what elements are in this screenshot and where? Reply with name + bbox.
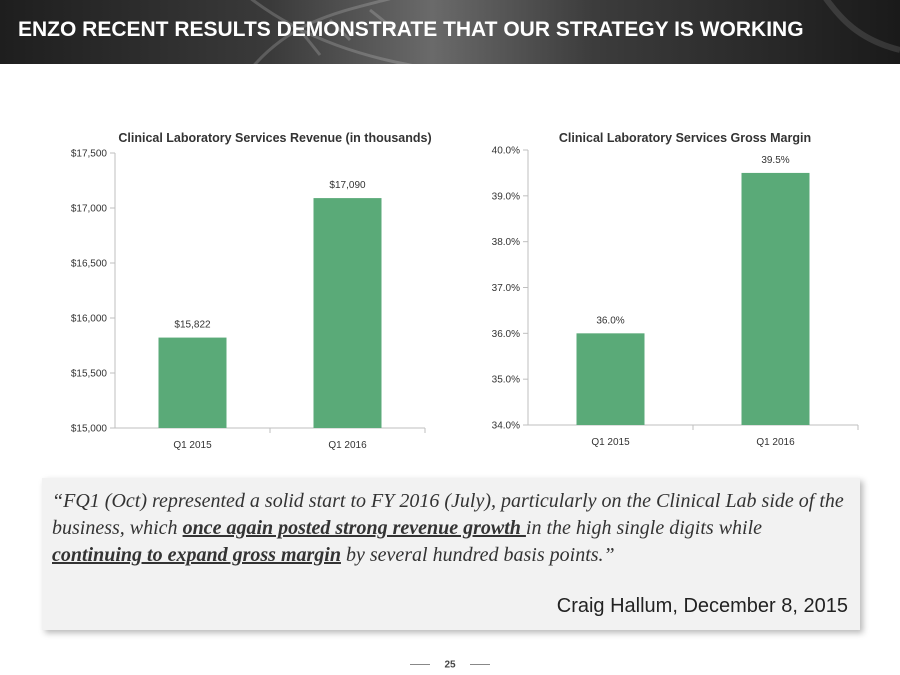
y-tick-label: 35.0% (492, 375, 520, 386)
y-tick-label: 38.0% (492, 237, 520, 248)
y-tick-label: 40.0% (492, 146, 520, 157)
y-tick-label: $16,500 (71, 259, 108, 270)
quote-highlight-revenue: once again posted strong revenue growth (182, 517, 526, 539)
data-label: $15,822 (174, 320, 211, 331)
quote-part-3: by several hundred basis points.” (340, 544, 615, 566)
y-tick-label: 37.0% (492, 283, 520, 294)
y-tick-label: $16,000 (71, 314, 108, 325)
dna-helix-background-icon (250, 0, 900, 64)
y-tick-label: 34.0% (492, 421, 520, 432)
footer-rule-right (470, 664, 491, 666)
y-tick-label: $17,000 (71, 204, 108, 215)
header-banner: ENZO RECENT RESULTS DEMONSTRATE THAT OUR… (0, 0, 900, 64)
gross-margin-chart-svg: Clinical Laboratory Services Gross Margi… (492, 131, 859, 448)
y-tick-label: $17,500 (71, 149, 108, 160)
quote-highlight-margin: continuing to expand gross margin (52, 544, 341, 566)
footer-rule-left (409, 664, 430, 666)
revenue-chart-svg: Clinical Laboratory Services Revenue (in… (71, 131, 432, 451)
data-label: $17,090 (329, 180, 366, 191)
bar (313, 198, 382, 428)
y-tick-label: $15,000 (71, 424, 108, 435)
quote-part-2: in the high single digits while (525, 517, 763, 539)
data-label: 36.0% (596, 315, 624, 326)
chart-title: Clinical Laboratory Services Gross Margi… (559, 131, 811, 145)
y-tick-label: $15,500 (71, 369, 108, 380)
page-number: 25 (444, 659, 456, 671)
quote-attribution: Craig Hallum, December 8, 2015 (556, 595, 848, 617)
y-tick-label: 39.0% (492, 191, 520, 202)
x-tick-label: Q1 2015 (173, 440, 212, 451)
x-tick-label: Q1 2016 (756, 437, 795, 448)
data-label: 39.5% (761, 155, 789, 166)
x-tick-label: Q1 2016 (328, 440, 367, 451)
bar (741, 172, 810, 425)
page-footer: 25 (0, 656, 900, 674)
bar (158, 337, 227, 428)
gross-margin-chart: Clinical Laboratory Services Gross Margi… (470, 125, 870, 460)
bar (576, 333, 645, 425)
quote-part-1: “FQ1 (Oct) represented a solid start to … (52, 490, 844, 539)
quote-text: “FQ1 (Oct) represented a solid start to … (52, 488, 846, 569)
analyst-quote-box: “FQ1 (Oct) represented a solid start to … (42, 478, 860, 630)
x-tick-label: Q1 2015 (591, 437, 630, 448)
revenue-chart: Clinical Laboratory Services Revenue (in… (40, 125, 440, 460)
y-tick-label: 36.0% (492, 329, 520, 340)
slide-title: ENZO RECENT RESULTS DEMONSTRATE THAT OUR… (18, 18, 804, 41)
chart-title: Clinical Laboratory Services Revenue (in… (118, 131, 431, 145)
